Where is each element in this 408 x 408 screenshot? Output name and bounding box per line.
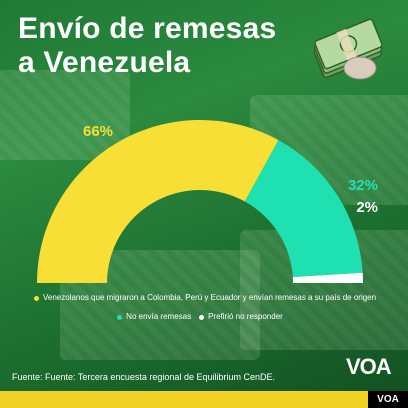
page-title: Envío de remesas a Venezuela — [18, 12, 276, 80]
bottom-bar — [0, 391, 408, 408]
money-stack-icon — [313, 18, 383, 80]
source-note: Fuente: Fuente: Tercera encuesta regiona… — [12, 372, 275, 382]
legend-row-2: No envía remesas Prefirió no responder — [14, 311, 394, 323]
legend-item-no-send: No envía remesas — [117, 311, 191, 323]
chart-slice-3 — [292, 272, 363, 283]
legend-label-no-send: No envía remesas — [126, 312, 192, 321]
legend-item-no-answer: Prefirió no responder — [199, 311, 283, 323]
legend-row-1: Venezolanos que migraron a Colombia, Per… — [34, 292, 394, 304]
chart-slice-2 — [244, 140, 363, 278]
legend-label-no-answer: Prefirió no responder — [208, 312, 283, 321]
chart-slice-1 — [37, 120, 279, 284]
legend-dot-yellow — [34, 295, 39, 301]
voa-logo-tab: VOA — [368, 391, 408, 408]
chart-value-label-3: 2% — [356, 199, 378, 216]
chart-value-label-1: 66% — [83, 123, 113, 140]
voa-logo: VOA — [346, 354, 392, 379]
title-line-1: Envío de remesas — [18, 12, 277, 45]
legend-label-sends: Venezolanos que migraron a Colombia, Per… — [43, 293, 377, 302]
legend-item-sends: Venezolanos que migraron a Colombia, Per… — [34, 292, 376, 304]
title-line-2: a Venezuela — [18, 46, 191, 79]
legend-dot-white — [199, 314, 205, 320]
legend-dot-teal — [117, 314, 123, 320]
chart-value-label-2: 32% — [348, 177, 378, 194]
chart-legend: Venezolanos que migraron a Colombia, Per… — [34, 292, 394, 330]
background-banknote — [0, 70, 130, 160]
